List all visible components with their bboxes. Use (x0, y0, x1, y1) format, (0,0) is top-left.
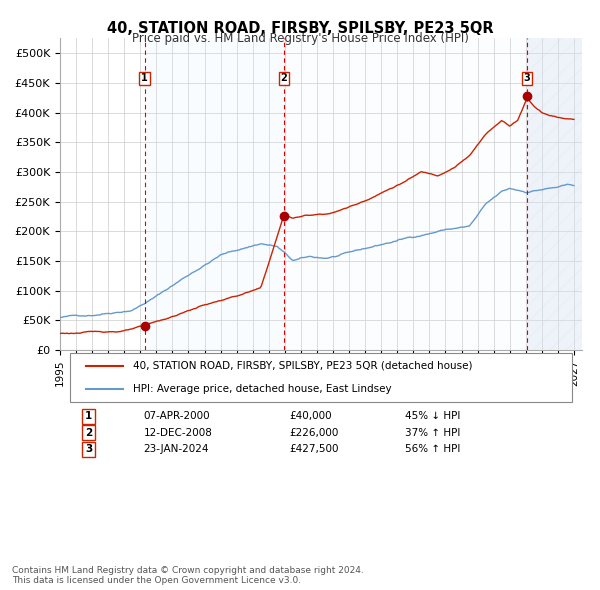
Text: 1: 1 (141, 74, 148, 83)
Bar (527, 38, 582, 350)
Bar (527, 38, 582, 350)
Text: 07-APR-2000: 07-APR-2000 (143, 411, 210, 421)
FancyBboxPatch shape (70, 353, 572, 402)
Text: 40, STATION ROAD, FIRSBY, SPILSBY, PE23 5QR: 40, STATION ROAD, FIRSBY, SPILSBY, PE23 … (107, 21, 493, 35)
Text: 2: 2 (281, 74, 287, 83)
Text: 2: 2 (85, 428, 92, 438)
Text: £226,000: £226,000 (290, 428, 339, 438)
Text: This data is licensed under the Open Government Licence v3.0.: This data is licensed under the Open Gov… (12, 576, 301, 585)
Text: 45% ↓ HPI: 45% ↓ HPI (404, 411, 460, 421)
Text: 3: 3 (524, 74, 530, 83)
Text: Contains HM Land Registry data © Crown copyright and database right 2024.: Contains HM Land Registry data © Crown c… (12, 566, 364, 575)
Text: Price paid vs. HM Land Registry's House Price Index (HPI): Price paid vs. HM Land Registry's House … (131, 32, 469, 45)
Bar (284, 38, 527, 350)
Text: 12-DEC-2008: 12-DEC-2008 (143, 428, 212, 438)
Text: 37% ↑ HPI: 37% ↑ HPI (404, 428, 460, 438)
Text: £40,000: £40,000 (290, 411, 332, 421)
Text: HPI: Average price, detached house, East Lindsey: HPI: Average price, detached house, East… (133, 384, 392, 394)
Text: 56% ↑ HPI: 56% ↑ HPI (404, 444, 460, 454)
Text: £427,500: £427,500 (290, 444, 339, 454)
Text: 1: 1 (85, 411, 92, 421)
Bar (527, 38, 582, 350)
Text: 23-JAN-2024: 23-JAN-2024 (143, 444, 209, 454)
Text: 3: 3 (85, 444, 92, 454)
Text: 40, STATION ROAD, FIRSBY, SPILSBY, PE23 5QR (detached house): 40, STATION ROAD, FIRSBY, SPILSBY, PE23 … (133, 360, 473, 371)
Bar (145, 38, 284, 350)
